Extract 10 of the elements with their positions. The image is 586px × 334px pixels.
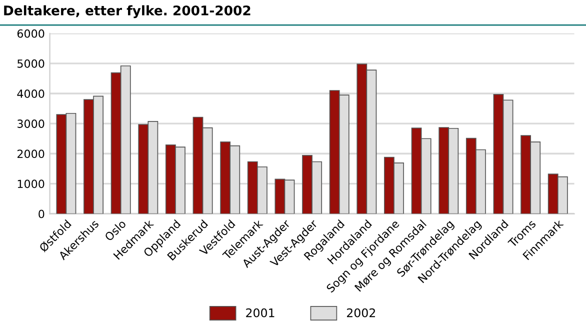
y-tick-label: 5000	[18, 59, 44, 68]
y-tick-label: 1000	[18, 180, 44, 188]
y-tick-label: 6000	[17, 29, 44, 38]
y-tick-label: 0	[38, 210, 44, 218]
legend-label: 2002	[346, 308, 375, 318]
y-tick-label: 2000	[17, 150, 44, 158]
legend-label: 2001	[246, 308, 274, 318]
chart-title: Deltakere, etter fylke. 2001-2002	[4, 5, 250, 18]
y-tick-label: 3000	[18, 120, 44, 128]
y-tick-label: 4000	[17, 89, 44, 98]
